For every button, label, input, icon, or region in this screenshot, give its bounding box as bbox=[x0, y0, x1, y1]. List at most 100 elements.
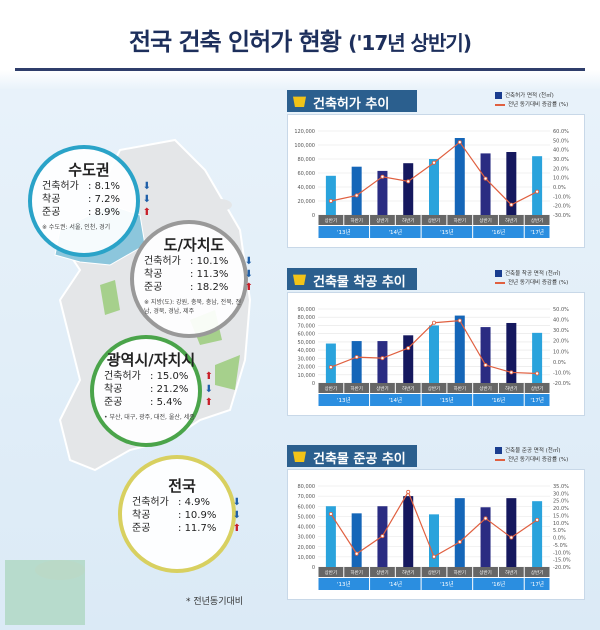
title-divider bbox=[15, 68, 585, 71]
year-label: '16년 bbox=[492, 228, 506, 236]
bar bbox=[429, 325, 439, 383]
title-main: 전국 건축 인허가 현황 bbox=[129, 28, 342, 56]
x-tick-label: 상반기 bbox=[428, 385, 440, 392]
x-tick-label: 상반기 bbox=[428, 217, 440, 224]
y2-tick-label: -20.0% bbox=[553, 204, 571, 210]
category-cell bbox=[344, 383, 370, 393]
rate-point bbox=[535, 371, 540, 376]
rate-point bbox=[509, 202, 514, 207]
x-tick-label: 상반기 bbox=[531, 385, 543, 392]
region-note: ※ 지방(도): 강원, 충북, 충남, 전북, 전남, 경북, 경남, 제주 bbox=[144, 299, 242, 315]
rate-point bbox=[431, 554, 436, 559]
y-tick-label: 30,000 bbox=[298, 356, 316, 362]
stat-value: 7.2% bbox=[94, 194, 120, 205]
y2-tick-label: 0.0% bbox=[553, 536, 566, 542]
bar bbox=[325, 506, 336, 567]
y2-tick-label: 0.0% bbox=[553, 185, 566, 191]
bar bbox=[480, 153, 491, 215]
y2-tick-label: -5.0% bbox=[553, 543, 568, 549]
stat-label: 준공 bbox=[132, 523, 151, 534]
y-tick-label: 90,000 bbox=[298, 307, 316, 313]
year-label: '14년 bbox=[389, 396, 403, 404]
x-tick-label: 상반기 bbox=[376, 569, 388, 576]
stat-value: 15.0% bbox=[156, 371, 189, 382]
x-tick-label: 하반기 bbox=[454, 217, 466, 224]
y-tick-label: 40,000 bbox=[298, 525, 316, 531]
bar bbox=[506, 322, 517, 383]
year-label: '17년 bbox=[530, 228, 544, 236]
arrow-up-icon: ⬆ bbox=[204, 397, 213, 408]
y-tick-label: 60,000 bbox=[298, 171, 316, 177]
y2-tick-label: -10.0% bbox=[553, 194, 571, 200]
rate-point bbox=[483, 176, 488, 181]
x-tick-label: 하반기 bbox=[350, 385, 362, 392]
legend-line: 전년 동기대비 증감률 (%) bbox=[495, 456, 568, 465]
rate-point bbox=[483, 516, 488, 521]
year-label: '16년 bbox=[492, 580, 506, 588]
rate-point bbox=[354, 355, 359, 360]
y-tick-label: 60,000 bbox=[298, 504, 316, 510]
y-tick-label: 30,000 bbox=[298, 535, 316, 541]
x-tick-label: 상반기 bbox=[376, 217, 388, 224]
category-cell bbox=[421, 567, 447, 577]
chart-legend: 건축물 착공 면적 (천㎡) 전년 동기대비 증감률 (%) bbox=[495, 270, 568, 288]
x-tick-label: 상반기 bbox=[479, 217, 491, 224]
bar bbox=[377, 341, 388, 383]
stat-label: 착공 bbox=[104, 384, 123, 395]
chart-legend: 건축허가 면적 (천㎡) 전년 동기대비 증감률 (%) bbox=[495, 92, 568, 110]
legend-bar: 건축허가 면적 (천㎡) bbox=[495, 92, 568, 101]
year-cell bbox=[473, 394, 524, 406]
rate-point bbox=[406, 179, 411, 184]
stat-label: 착공 bbox=[132, 510, 151, 521]
region-title: 전국 bbox=[168, 477, 196, 495]
x-tick-label: 상반기 bbox=[531, 569, 543, 576]
category-cell bbox=[318, 383, 344, 393]
bar bbox=[429, 159, 439, 215]
stat-label: 건축허가 bbox=[132, 497, 169, 508]
region-stat: 건축허가: 15.0% ⬆ bbox=[104, 371, 213, 382]
y-tick-label: 40,000 bbox=[298, 185, 316, 191]
rate-point bbox=[328, 365, 333, 370]
y-tick-label: 10,000 bbox=[298, 555, 316, 561]
x-tick-label: 상반기 bbox=[325, 217, 337, 224]
category-cell bbox=[395, 383, 421, 393]
region-stat: 건축허가: 10.1% ⬇ bbox=[144, 256, 253, 267]
stat-value: 10.1% bbox=[196, 256, 229, 267]
year-cell bbox=[370, 394, 421, 406]
chart-title: 건축허가 추이 bbox=[313, 97, 390, 112]
chart-svg: 0 10,000 20,000 30,000 40,000 50,000 60,000 70,… bbox=[298, 484, 571, 590]
y2-tick-label: -20.0% bbox=[553, 565, 571, 571]
bar bbox=[480, 327, 491, 383]
cup-icon bbox=[293, 274, 306, 285]
legend-label: 건축물 착공 면적 (천㎡) bbox=[505, 271, 561, 277]
y-tick-label: 80,000 bbox=[298, 484, 316, 490]
y2-tick-label: 10.0% bbox=[553, 349, 569, 355]
category-cell bbox=[421, 215, 447, 225]
rate-point bbox=[509, 370, 514, 375]
y-tick-label: 0 bbox=[312, 565, 315, 571]
y-tick-label: 0 bbox=[312, 213, 315, 219]
x-tick-label: 하반기 bbox=[454, 385, 466, 392]
x-tick-label: 상반기 bbox=[479, 569, 491, 576]
y2-tick-label: 20.0% bbox=[553, 339, 569, 345]
stat-label: 준공 bbox=[144, 282, 163, 293]
x-tick-label: 하반기 bbox=[402, 385, 414, 392]
category-cell bbox=[524, 383, 550, 393]
region-title: 광역시/자치시 bbox=[106, 351, 196, 369]
region-note: • 부산, 대구, 광주, 대전, 울산, 세종 bbox=[104, 414, 195, 421]
category-cell bbox=[473, 215, 498, 225]
bar bbox=[351, 166, 362, 215]
category-cell bbox=[370, 215, 395, 225]
y2-tick-label: 10.0% bbox=[553, 521, 569, 527]
y-tick-label: 70,000 bbox=[298, 323, 316, 329]
y2-tick-label: 10.0% bbox=[553, 176, 569, 182]
chart-svg: 0 10,000 20,000 30,000 40,000 50,000 60,000 70,… bbox=[298, 307, 571, 406]
region-stat: 착공: 10.9% ⬇ bbox=[132, 510, 241, 521]
arrow-down-icon: ⬇ bbox=[142, 181, 151, 192]
y-tick-label: 0 bbox=[312, 381, 315, 387]
y-tick-label: 70,000 bbox=[298, 494, 316, 500]
bar bbox=[403, 163, 414, 215]
region-stat: 준공: 11.7% ⬆ bbox=[132, 523, 241, 534]
y-tick-label: 10,000 bbox=[298, 373, 316, 379]
y2-tick-label: -10.0% bbox=[553, 550, 571, 556]
